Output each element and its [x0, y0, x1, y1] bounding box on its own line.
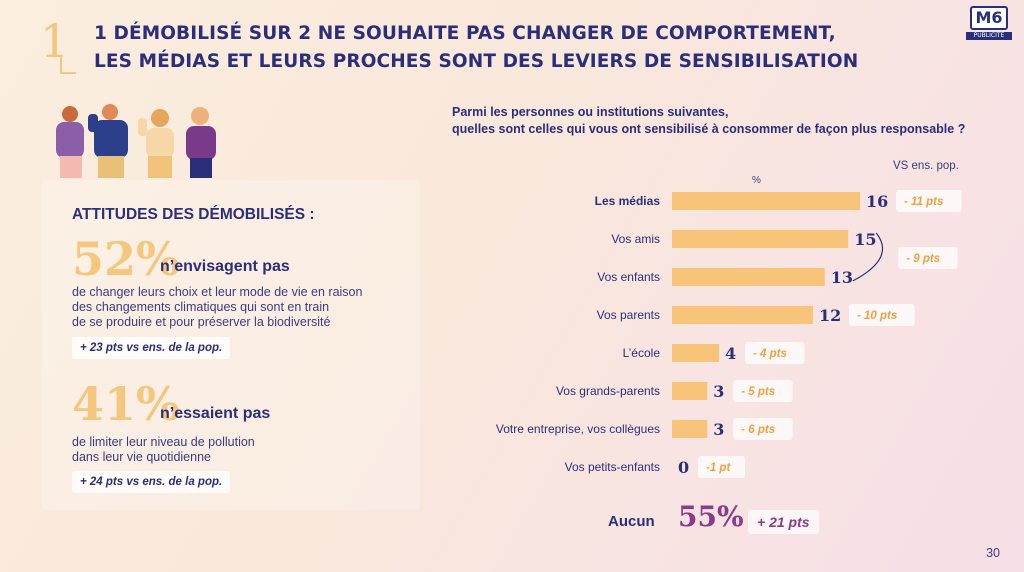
- delta-badge: [849, 304, 915, 326]
- delta-badge: [745, 342, 805, 364]
- category-label: L’école: [623, 346, 661, 360]
- value-label: 3: [713, 382, 724, 401]
- stat-2-description: de limiter leur niveau de pollution dans…: [72, 435, 255, 465]
- delta-label: - 6 pts: [741, 424, 775, 436]
- delta-label: - 5 pts: [741, 386, 775, 398]
- chart-question-line: Parmi les personnes ou institutions suiv…: [452, 105, 729, 119]
- stat-2-desc-line: de limiter leur niveau de pollution: [72, 435, 255, 449]
- delta-label: - 4 pts: [753, 348, 787, 360]
- category-label: Votre entreprise, vos collègues: [496, 422, 660, 436]
- category-label: Vos petits-enfants: [565, 460, 660, 474]
- stat-2-headline: n’essaient pas: [160, 405, 271, 422]
- delta-badge: [898, 247, 958, 269]
- aucun-label: Aucun: [608, 513, 655, 530]
- logo-subtitle: PUBLICITÉ: [966, 32, 1012, 40]
- person-1: [56, 106, 84, 178]
- section-bracket-decoration: [60, 56, 76, 74]
- delta-badge: [896, 190, 962, 212]
- category-label: Vos enfants: [597, 270, 660, 284]
- category-label: Vos grands-parents: [556, 384, 660, 398]
- stat-1-headline: n’envisagent pas: [160, 258, 290, 275]
- stat-1-value: 52%: [72, 232, 180, 286]
- category-label: Vos amis: [611, 232, 660, 246]
- unit-label: %: [752, 175, 761, 186]
- title-line-1: 1 DÉMOBILISÉ SUR 2 NE SOUHAITE PAS CHANG…: [94, 23, 836, 44]
- bar: [672, 268, 825, 286]
- delta-label: - 10 pts: [857, 310, 897, 322]
- delta-badge: [733, 380, 793, 402]
- stat-2-value: 41%: [72, 377, 180, 431]
- bar: [672, 420, 708, 438]
- page-title: 1 DÉMOBILISÉ SUR 2 NE SOUHAITE PAS CHANG…: [94, 20, 858, 76]
- bar: [672, 344, 719, 362]
- chart-question: Parmi les personnes ou institutions suiv…: [452, 104, 965, 138]
- delta-badge: [733, 418, 793, 440]
- stat-1-desc-line: de changer leurs choix et leur mode de v…: [72, 285, 363, 299]
- bar: [672, 382, 708, 400]
- value-label: 12: [819, 306, 841, 325]
- bar: [672, 230, 849, 248]
- aucun-value: 55%: [678, 500, 744, 533]
- bar: [672, 192, 860, 210]
- stat-1-desc-line: des changements climatiques qui sont en …: [72, 300, 330, 314]
- delta-label: -1 pt: [706, 462, 731, 474]
- chart-question-line: quelles sont celles qui vous ont sensibi…: [452, 122, 966, 136]
- value-label: 3: [713, 420, 724, 439]
- delta-label: - 9 pts: [906, 253, 940, 265]
- stat-2-desc-line: dans leur vie quotidienne: [72, 450, 211, 464]
- category-label: Les médias: [595, 194, 661, 208]
- bar-chart: Les médias 16 Vos amis 15 Vos enfants 13 Vos p…: [496, 190, 962, 478]
- value-label: 16: [866, 192, 888, 211]
- category-label: Vos parents: [597, 308, 660, 322]
- value-label: 0: [678, 458, 689, 477]
- bar: [672, 306, 813, 324]
- bracket-connector: [852, 232, 884, 282]
- person-4: [186, 107, 216, 178]
- stat-1-description: de changer leurs choix et leur mode de v…: [72, 285, 362, 330]
- m6-publicite-logo: M6 PUBLICITÉ: [966, 6, 1012, 40]
- delta-badge: [698, 456, 745, 478]
- section-number: 1: [40, 14, 70, 68]
- stat-2-delta: + 24 pts vs ens. de la pop.: [72, 471, 231, 493]
- person-2: [88, 104, 128, 178]
- person-3: [138, 109, 174, 178]
- delta-label: - 11 pts: [904, 196, 943, 208]
- title-line-2: LES MÉDIAS ET LEURS PROCHES SONT DES LEV…: [94, 51, 859, 72]
- stat-1-desc-line: de se produire et pour préserver la biod…: [72, 315, 331, 329]
- value-label: 13: [831, 268, 853, 287]
- page-number: 30: [986, 546, 1000, 560]
- people-illustration: [56, 104, 216, 178]
- comparison-header: VS ens. pop.: [893, 160, 959, 172]
- value-label: 15: [854, 230, 876, 249]
- attitudes-title: ATTITUDES DES DÉMOBILISÉS :: [72, 206, 315, 223]
- value-label: 4: [725, 344, 736, 363]
- logo-mark: M6: [970, 6, 1008, 30]
- aucun-delta: + 21 pts: [748, 510, 819, 534]
- stat-1-delta: + 23 pts vs ens. de la pop.: [72, 337, 231, 359]
